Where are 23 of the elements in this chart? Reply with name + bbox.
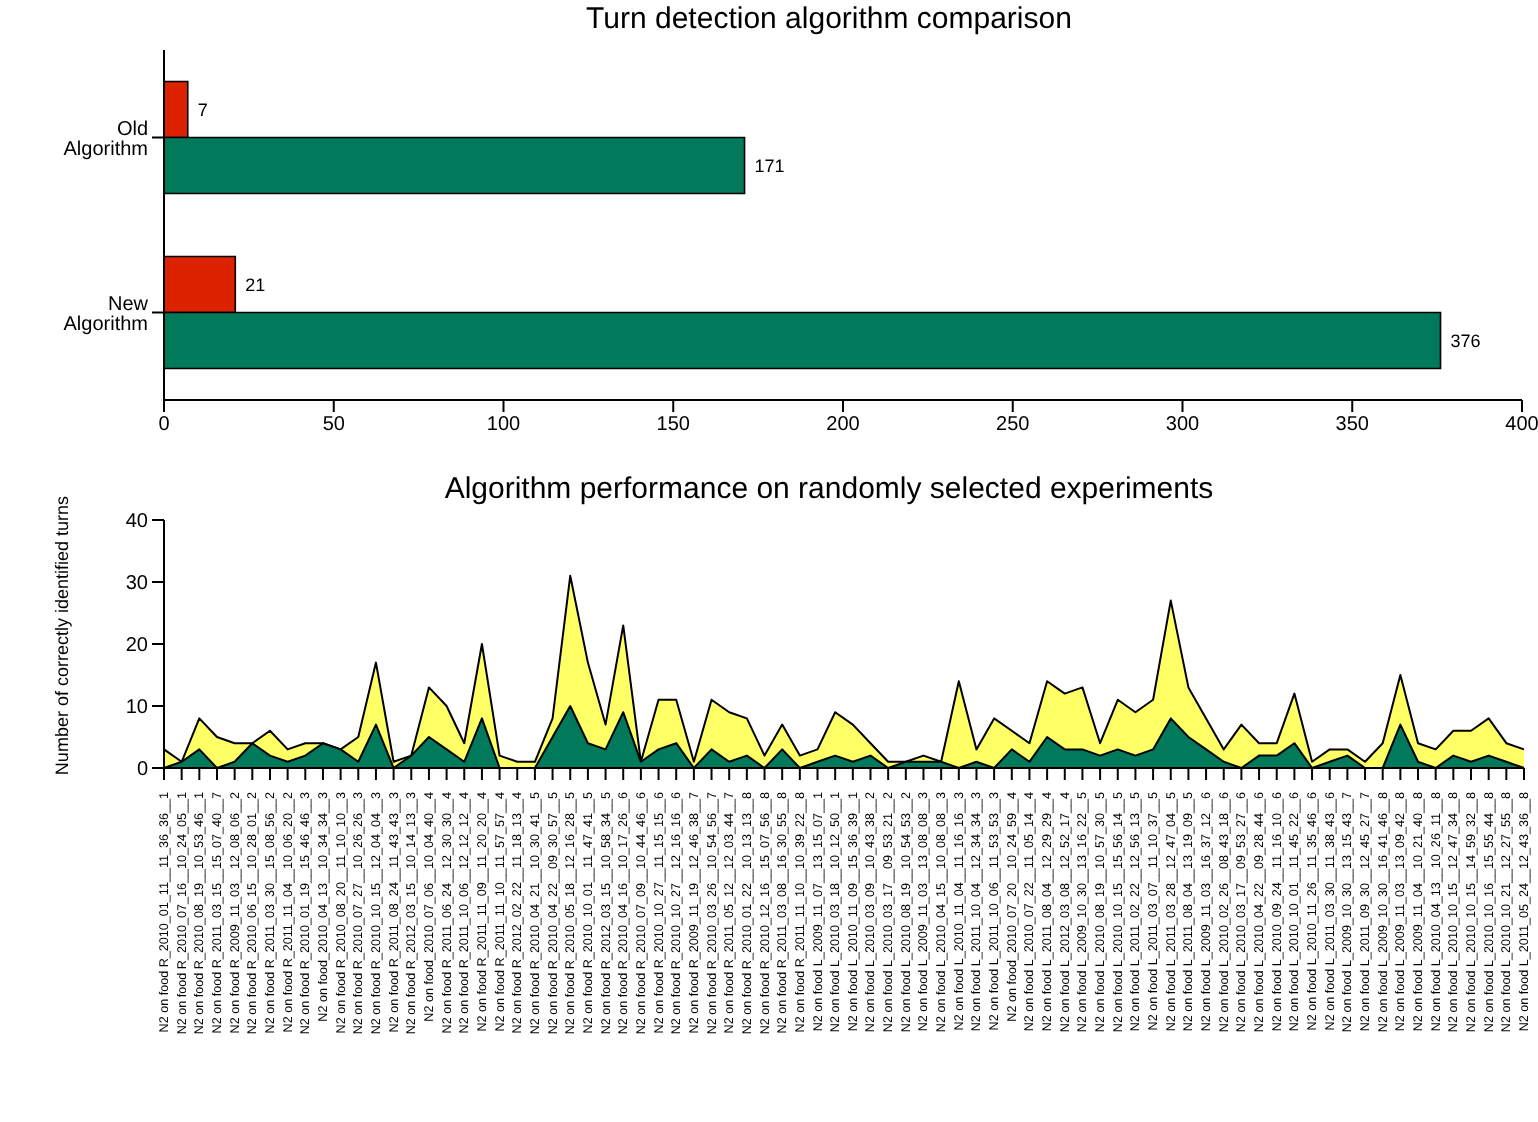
y-tick-label: 0 <box>136 759 149 782</box>
x-tick-label: 0 <box>158 414 171 437</box>
y-tick-label: 40 <box>125 511 149 534</box>
x-tick-label: 200 <box>826 414 861 437</box>
x-tick-label: 300 <box>1165 414 1201 437</box>
data-label: 171 <box>754 155 785 176</box>
y-tick-label: 10 <box>125 697 149 720</box>
data-label: 7 <box>197 99 208 120</box>
y-tick-label: Old Algorithm <box>63 118 148 161</box>
y-tick-label: 20 <box>125 635 149 658</box>
chart-title: Algorithm performance on randomly selected experiments <box>444 472 1214 506</box>
y-axis-title: Number of correctly identified turns <box>52 495 72 775</box>
x-tick-label: 250 <box>996 414 1031 437</box>
data-label: 21 <box>245 274 266 295</box>
chart-title: Turn detection algorithm comparison <box>584 0 1074 40</box>
data-label: 376 <box>1450 330 1481 351</box>
y-tick-label: 30 <box>125 573 149 596</box>
x-tick-label: 150 <box>656 414 691 437</box>
y-tick-label: New Algorithm <box>63 293 150 336</box>
x-tick-label: 50 <box>322 414 346 437</box>
x-tick-label: 350 <box>1335 414 1370 437</box>
x-tick-label: 100 <box>486 414 522 437</box>
x-tick-label: 400 <box>1505 414 1538 437</box>
